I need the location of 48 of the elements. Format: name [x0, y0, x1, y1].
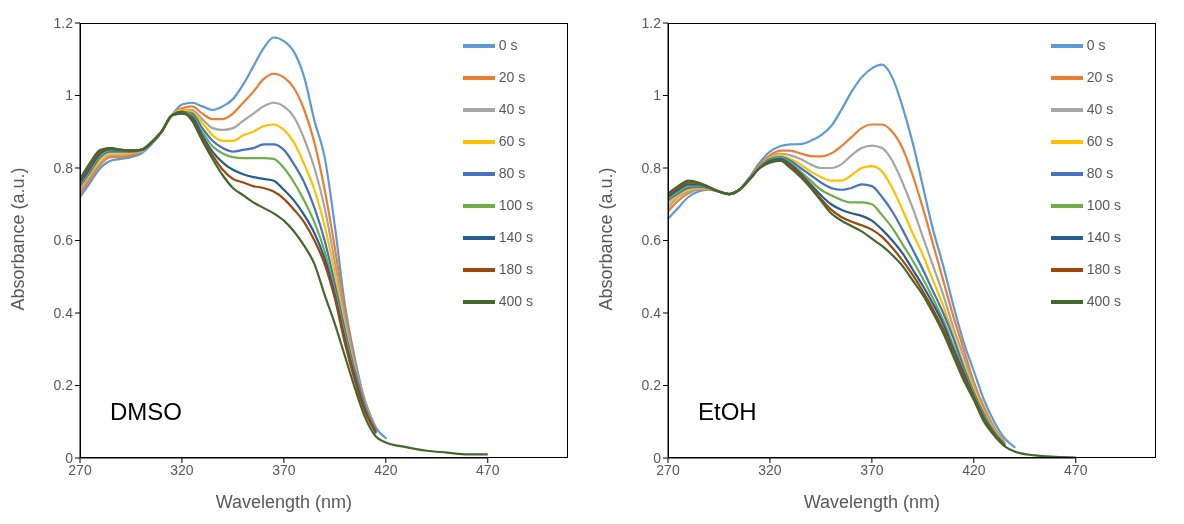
x-tick-label: 420: [374, 461, 398, 478]
legend-label: 0 s: [498, 36, 518, 53]
x-tick-label: 420: [962, 461, 986, 478]
legend-label: 20 s: [498, 68, 526, 85]
legend-label: 140 s: [1086, 228, 1121, 245]
y-tick-label: 0.8: [53, 159, 74, 176]
y-tick-label: 1: [653, 87, 662, 104]
legend-label: 20 s: [1086, 68, 1114, 85]
y-tick-label: 0.6: [641, 232, 662, 249]
legend-label: 400 s: [1086, 292, 1121, 309]
x-tick-label: 320: [170, 461, 194, 478]
y-tick-label: 0.8: [641, 159, 662, 176]
annotation: EtOH: [698, 398, 757, 426]
line-series: [668, 63, 1016, 449]
y-tick-label: 0: [65, 449, 74, 466]
y-tick-label: 1: [65, 87, 74, 104]
x-tick-label: 370: [272, 461, 296, 478]
legend-label: 60 s: [498, 132, 526, 149]
y-tick-label: 0.6: [53, 232, 74, 249]
legend-label: 140 s: [498, 228, 533, 245]
legend-label: 80 s: [1086, 164, 1114, 181]
y-tick-label: 0.4: [53, 304, 74, 321]
legend-label: 100 s: [1086, 196, 1121, 213]
y-tick-label: 1.2: [641, 14, 662, 31]
annotation: DMSO: [110, 398, 182, 426]
x-tick-label: 370: [860, 461, 884, 478]
legend-label: 80 s: [498, 164, 526, 181]
x-tick-label: 470: [476, 461, 500, 478]
y-axis-title: Absorbance (a.u.): [596, 167, 617, 311]
x-tick-label: 470: [1064, 461, 1088, 478]
y-tick-label: 0.2: [641, 377, 662, 394]
legend-label: 180 s: [498, 260, 533, 277]
x-axis-title: Wavelength (nm): [803, 492, 941, 512]
x-axis-title: Wavelength (nm): [215, 492, 353, 512]
x-tick-label: 320: [758, 461, 782, 478]
legend-label: 0 s: [1086, 36, 1106, 53]
y-axis-title: Absorbance (a.u.): [8, 167, 29, 311]
y-tick-label: 0.4: [641, 304, 662, 321]
line-series: [80, 108, 357, 373]
legend-label: 60 s: [1086, 132, 1114, 149]
legend-label: 100 s: [498, 196, 533, 213]
y-tick-label: 0.2: [53, 377, 74, 394]
legend-label: 40 s: [498, 100, 526, 117]
legend-label: 180 s: [1086, 260, 1121, 277]
y-tick-label: 0: [653, 449, 662, 466]
y-tick-label: 1.2: [53, 14, 74, 31]
legend-label: 40 s: [1086, 100, 1114, 117]
legend-label: 400 s: [498, 292, 533, 309]
